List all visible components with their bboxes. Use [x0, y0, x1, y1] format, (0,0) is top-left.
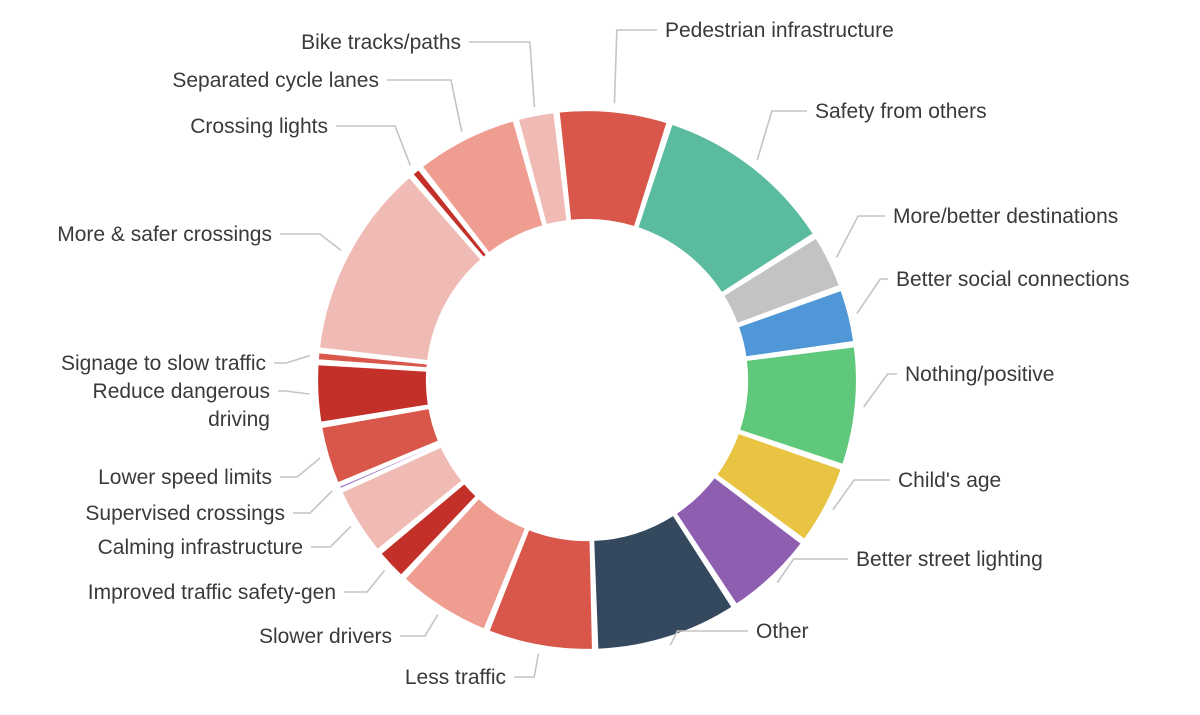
label-leader-lines: [274, 29, 897, 678]
slice-labels: Pedestrian infrastructure Safety from oth…: [57, 19, 1129, 689]
leader-more-better-destinations: [835, 215, 885, 258]
slice-better-street-lighting: [673, 475, 804, 607]
label-improved-traffic-safety-gen: Improved traffic safety-gen: [88, 581, 336, 604]
label-other: Other: [756, 620, 809, 643]
leader-other: [669, 630, 748, 646]
leader-supervised-crossings: [293, 490, 333, 514]
leader-nothing-positive: [863, 373, 897, 408]
slice-reduce-dangerous-driving: [315, 362, 431, 425]
label-nothing-positive: Nothing/positive: [905, 363, 1054, 386]
label-more-better-destinations: More/better destinations: [893, 205, 1118, 228]
leader-child-s-age: [832, 479, 890, 511]
label-crossing-lights: Crossing lights: [190, 115, 328, 138]
slice-more-safer-crossings: [317, 175, 484, 363]
label-supervised-crossings: Supervised crossings: [85, 502, 285, 525]
slice-better-social-connections: [736, 288, 856, 359]
donut-slices: [315, 108, 859, 652]
leader-crossing-lights: [336, 125, 412, 166]
label-slower-drivers: Slower drivers: [259, 625, 392, 648]
slice-supervised-crossings: [337, 441, 443, 491]
label-pedestrian-infrastructure: Pedestrian infrastructure: [665, 19, 894, 42]
leader-more-safer-crossings: [280, 233, 342, 252]
slice-more-better-destinations: [721, 235, 842, 326]
leader-slower-drivers: [400, 614, 439, 637]
label-safety-from-others: Safety from others: [815, 100, 987, 123]
label-reduce-dangerous-driving: Reduce dangerous driving: [93, 380, 270, 431]
label-separated-cycle-lanes: Separated cycle lanes: [172, 69, 379, 92]
label-better-street-lighting: Better street lighting: [856, 548, 1043, 571]
label-bike-tracks-paths: Bike tracks/paths: [301, 31, 461, 54]
leader-signage-to-slow-traffic: [274, 354, 311, 364]
label-child-s-age: Child's age: [898, 469, 1001, 492]
slice-signage-to-slow-traffic: [316, 350, 430, 370]
leader-safety-from-others: [756, 110, 807, 161]
label-calming-infrastructure: Calming infrastructure: [98, 536, 303, 559]
slice-safety-from-others: [635, 122, 816, 295]
leader-better-street-lighting: [776, 558, 848, 584]
leader-pedestrian-infrastructure: [613, 29, 657, 104]
label-signage-to-slow-traffic: Signage to slow traffic: [61, 352, 266, 375]
slice-bike-tracks-paths: [516, 110, 569, 227]
leader-lower-speed-limits: [280, 457, 321, 478]
slice-separated-cycle-lanes: [420, 118, 545, 256]
slice-lower-speed-limits: [319, 406, 441, 485]
label-lower-speed-limits: Lower speed limits: [98, 466, 272, 489]
slice-other: [591, 513, 735, 651]
slice-nothing-positive: [737, 344, 859, 467]
label-less-traffic: Less traffic: [405, 666, 506, 689]
slice-slower-drivers: [402, 496, 528, 632]
slice-child-s-age: [714, 431, 844, 542]
leader-bike-tracks-paths: [469, 41, 536, 108]
leader-less-traffic: [514, 653, 540, 678]
label-better-social-connections: Better social connections: [896, 268, 1129, 291]
slice-crossing-lights: [410, 167, 489, 260]
slice-calming-infrastructure: [339, 444, 465, 552]
leader-reduce-dangerous-driving: [278, 390, 310, 395]
leader-separated-cycle-lanes: [387, 79, 463, 132]
leader-better-social-connections: [856, 278, 888, 315]
leader-calming-infrastructure: [311, 525, 352, 548]
leader-improved-traffic-safety-gen: [344, 570, 386, 593]
slice-pedestrian-infrastructure: [557, 108, 670, 229]
label-more-safer-crossings: More & safer crossings: [57, 223, 272, 246]
slice-improved-traffic-safety-gen: [378, 481, 479, 578]
slice-less-traffic: [486, 527, 595, 652]
